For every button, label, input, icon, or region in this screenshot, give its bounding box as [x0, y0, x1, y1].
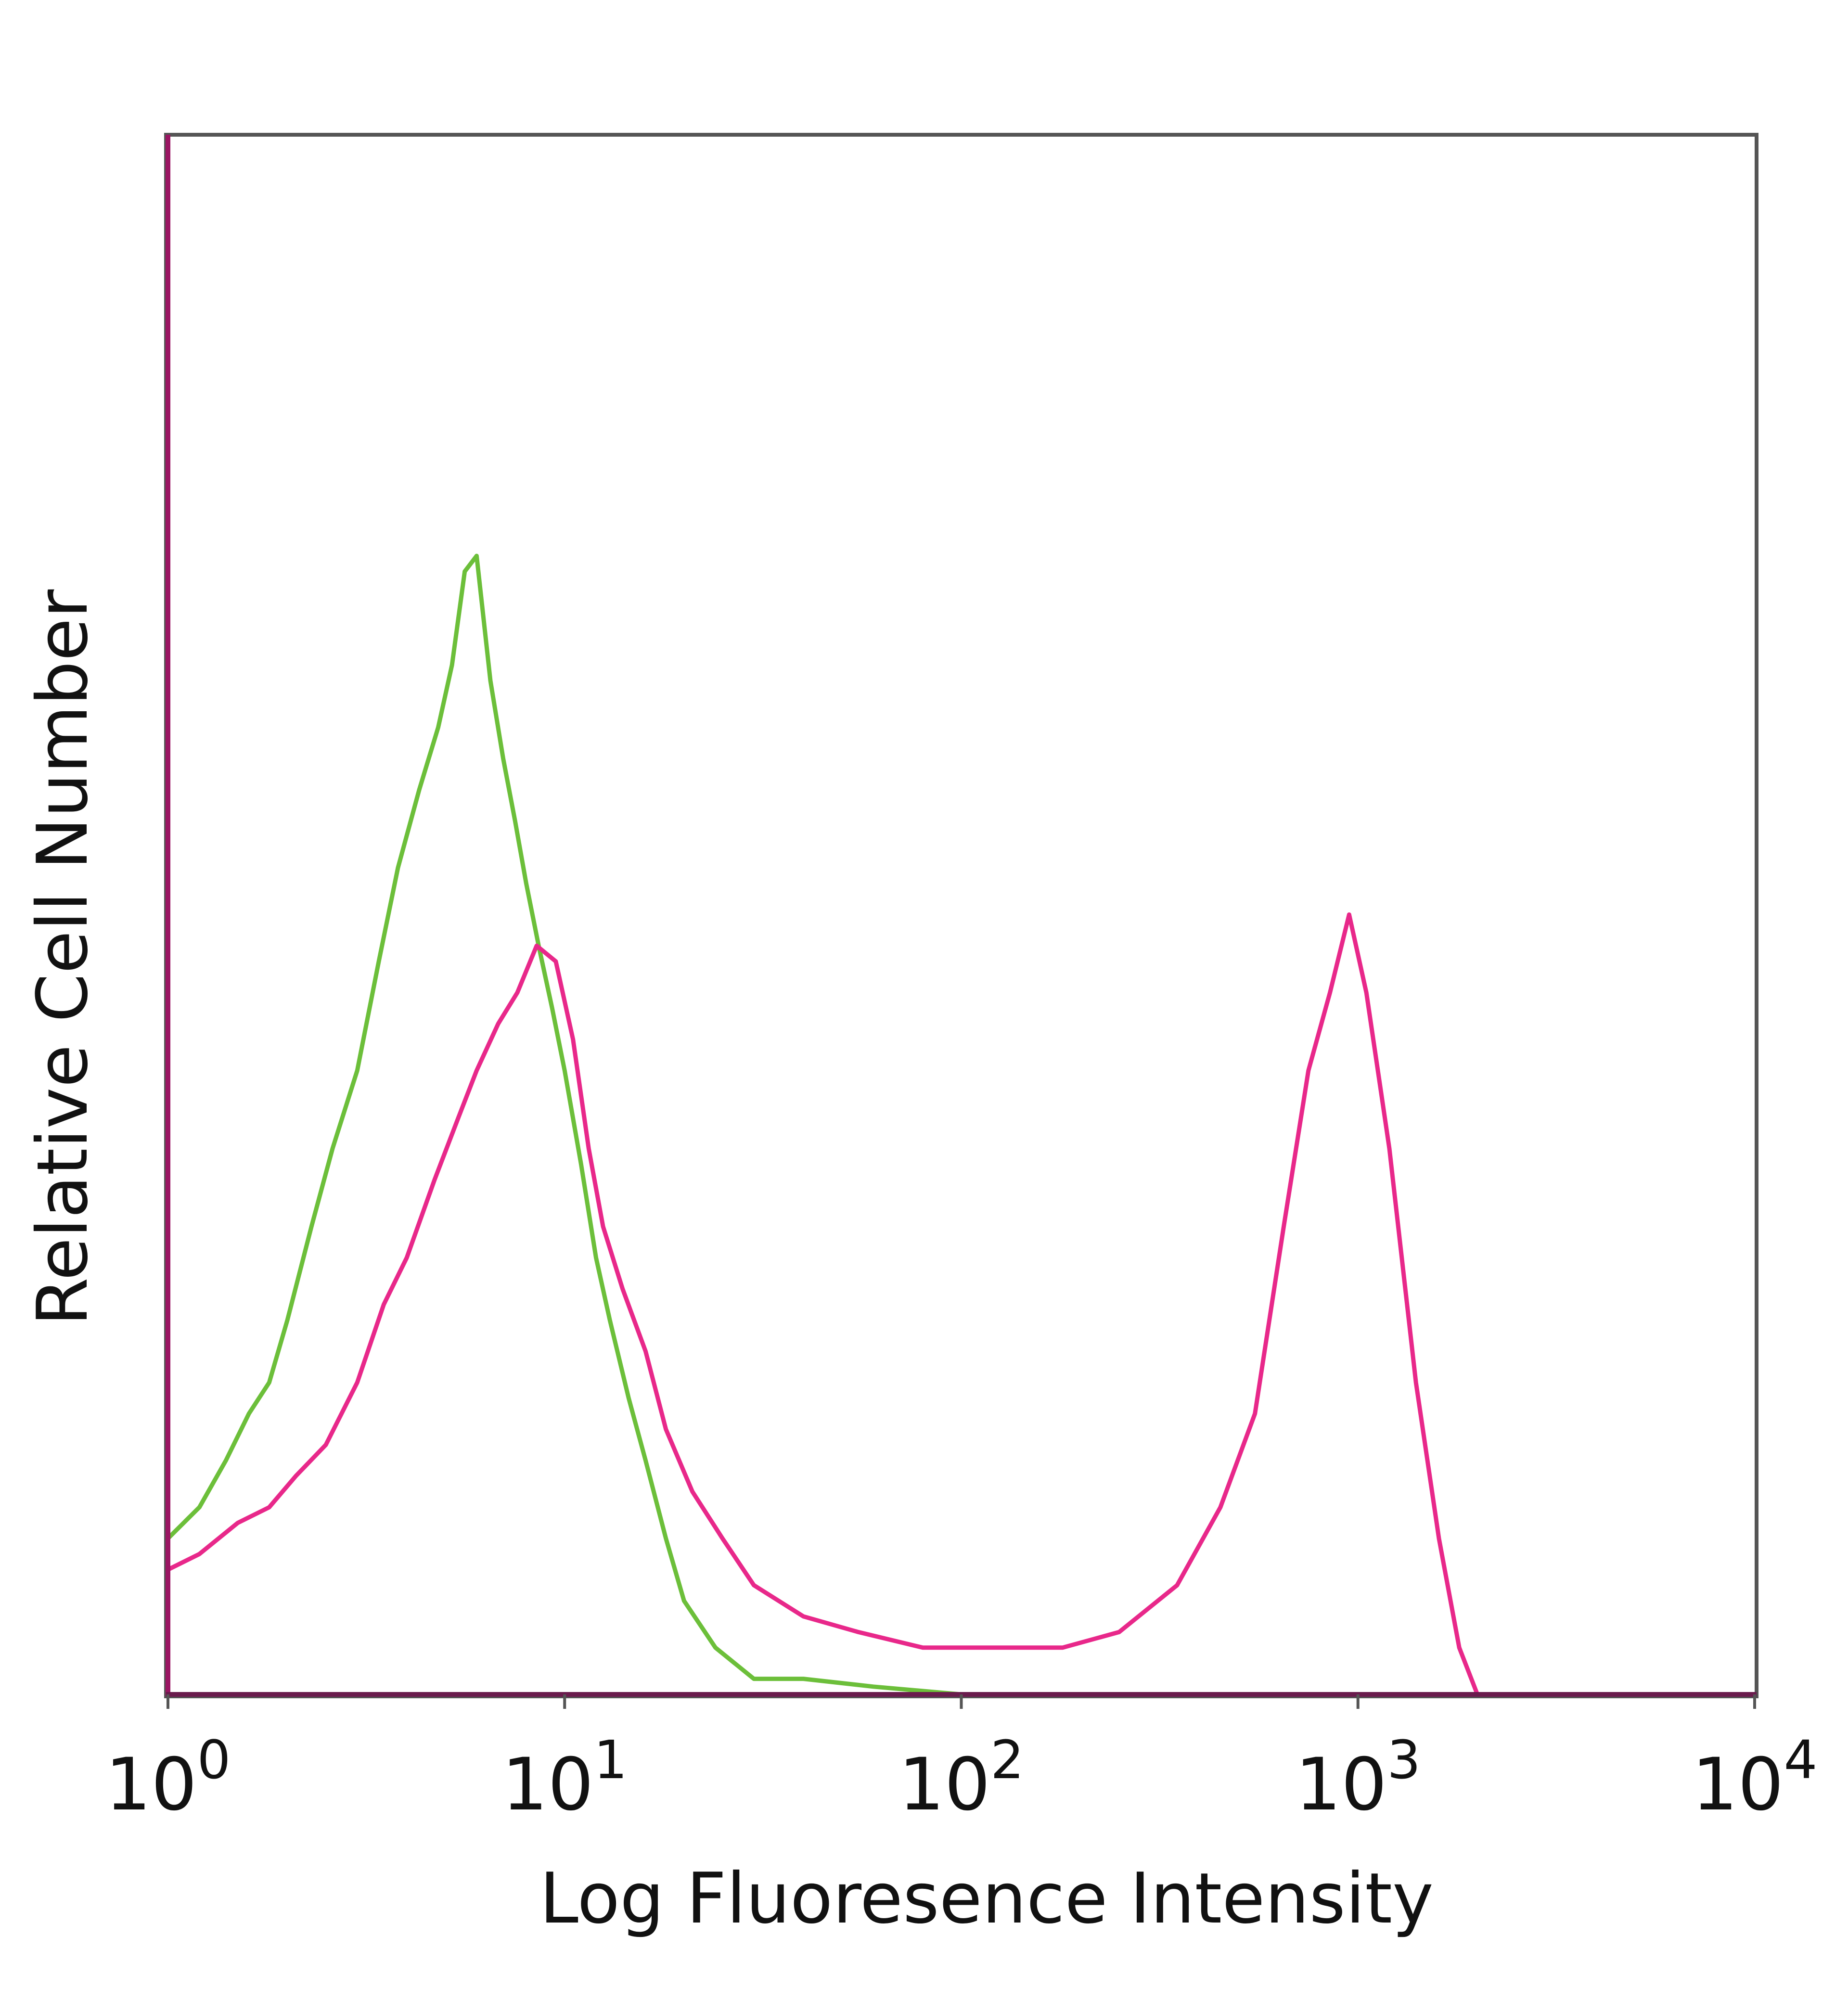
x-axis-label: Log Fluoresence Intensity — [539, 1858, 1434, 1939]
histogram-series-1 — [166, 553, 1755, 1697]
x-tick-label-2: 102 — [898, 1729, 1024, 1827]
x-tick-label-1: 101 — [502, 1729, 628, 1827]
histogram-series-2 — [167, 912, 1755, 1697]
y-axis-label: Relative Cell Number — [22, 589, 103, 1326]
x-tick-label-3: 103 — [1295, 1729, 1421, 1827]
x-tick-label-0: 100 — [105, 1729, 231, 1827]
x-tick-layer: 100 101 102 103 104 — [105, 1694, 1818, 1827]
x-tick-label-4: 104 — [1692, 1729, 1818, 1827]
plot-frame — [164, 133, 1758, 1698]
series-layer — [166, 553, 1755, 1697]
